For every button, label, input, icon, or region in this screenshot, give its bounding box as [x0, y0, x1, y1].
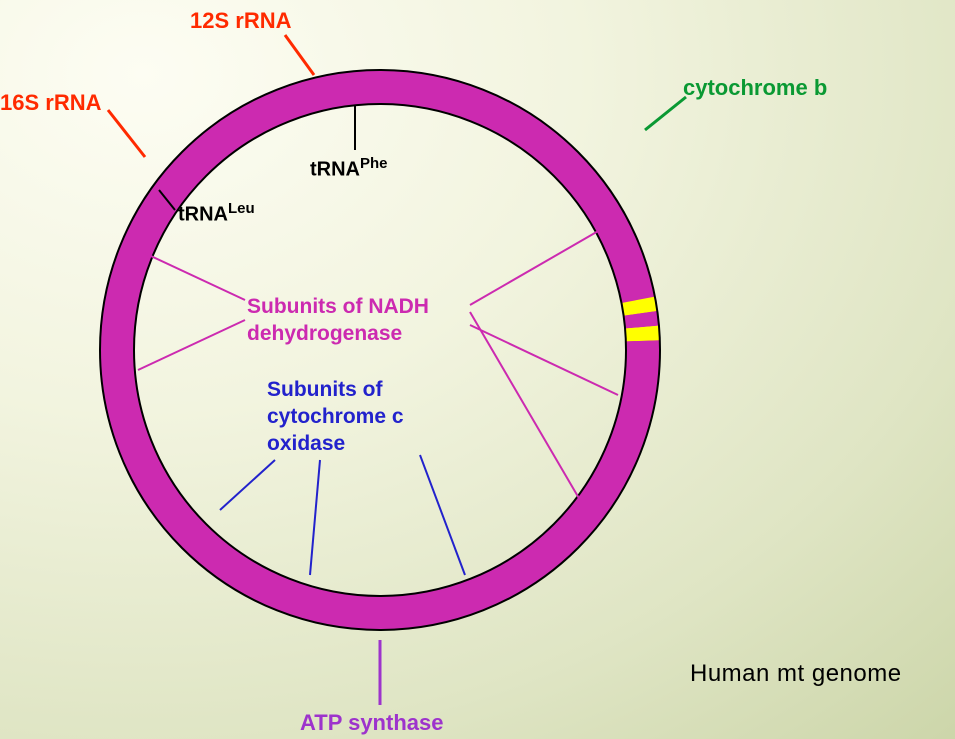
leader-line-6 [138, 320, 245, 370]
label-l-cytc1: Subunits of [267, 378, 382, 402]
label-sup: Leu [228, 200, 255, 217]
leader-line-11 [310, 460, 320, 575]
leader-line-9 [470, 312, 580, 500]
label-text: cytochrome c [267, 405, 404, 428]
leader-line-0 [285, 35, 314, 75]
genome-ring [100, 70, 660, 630]
label-l-nadh2: dehydrogenase [247, 322, 402, 346]
label-text: cytochrome b [683, 75, 827, 100]
label-sup: Phe [360, 155, 388, 172]
label-text: oxidase [267, 432, 345, 455]
segment-gap-12 [100, 70, 660, 630]
label-text: tRNA [310, 159, 360, 181]
leader-line-10 [220, 460, 275, 510]
leader-line-5 [138, 250, 245, 300]
label-l-tphe: tRNAPhe [310, 155, 388, 182]
label-text: 16S rRNA [0, 90, 101, 115]
label-text: tRNA [178, 204, 228, 226]
label-l-nadh1: Subunits of NADH [247, 295, 429, 319]
leader-line-12 [420, 455, 465, 575]
label-l-cytc3: oxidase [267, 432, 345, 456]
label-text: Subunits of [267, 378, 382, 401]
label-l-12s: 12S rRNA [190, 8, 291, 34]
label-text: 12S rRNA [190, 8, 291, 33]
label-text: ATP synthase [300, 710, 443, 735]
mt-genome-svg [0, 0, 955, 739]
figure-caption: Human mt genome [690, 660, 902, 688]
label-l-cytb: cytochrome b [683, 75, 827, 101]
leader-line-8 [470, 325, 618, 395]
label-l-tleu: tRNALeu [178, 200, 255, 227]
label-text: dehydrogenase [247, 322, 402, 345]
label-l-atp: ATP synthase [300, 710, 443, 736]
leader-line-2 [645, 97, 686, 130]
leader-line-1 [108, 110, 145, 157]
label-text: Subunits of NADH [247, 295, 429, 318]
leader-line-7 [470, 230, 600, 305]
label-l-16s: 16S rRNA [0, 90, 101, 116]
label-l-cytc2: cytochrome c [267, 405, 404, 429]
